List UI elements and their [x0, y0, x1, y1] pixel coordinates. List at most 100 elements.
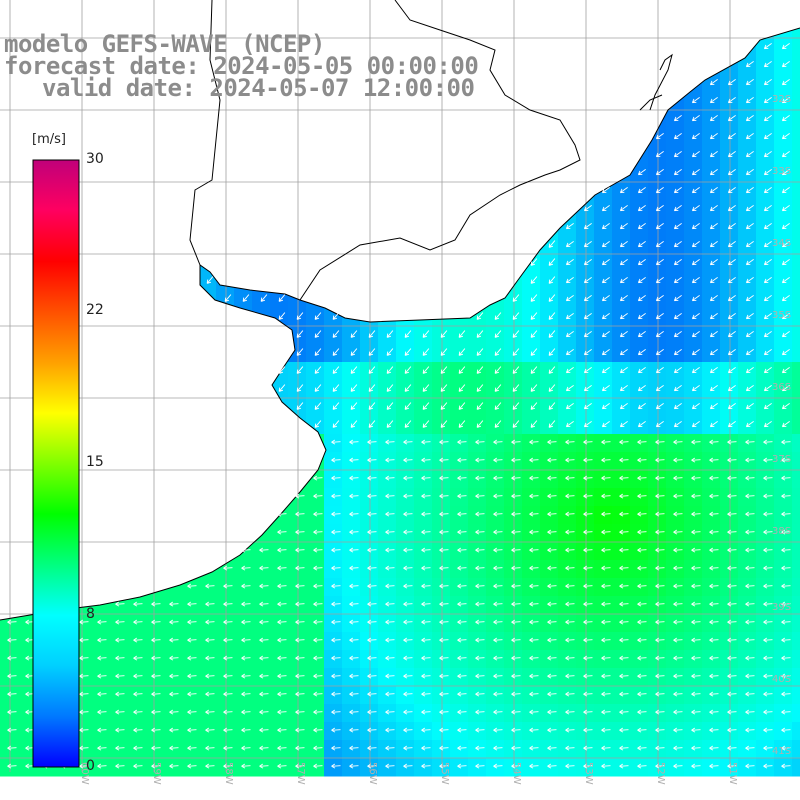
wind-arrow: [601, 709, 611, 715]
wind-arrow: [403, 529, 413, 535]
wind-arrow: [691, 547, 701, 553]
wind-arrow: [349, 745, 359, 751]
wind-arrow: [619, 727, 629, 733]
wind-arrow: [476, 348, 484, 356]
wind-arrow: [331, 691, 341, 697]
wind-arrow: [727, 168, 736, 176]
wind-arrow: [368, 420, 376, 428]
wind-cell: [792, 578, 800, 597]
wind-arrow: [655, 312, 664, 320]
wind-arrow: [295, 745, 305, 751]
wind-arrow: [313, 691, 323, 697]
wind-arrow: [349, 691, 359, 697]
wind-arrow: [619, 204, 628, 212]
wind-arrow: [637, 457, 647, 463]
wind-arrow: [494, 330, 502, 338]
wind-arrow: [565, 294, 574, 302]
wind-arrow: [259, 763, 269, 769]
wind-arrow: [457, 745, 467, 751]
wind-arrow: [367, 691, 377, 697]
wind-arrow: [457, 727, 467, 733]
wind-arrow: [440, 384, 448, 392]
wind-arrow: [205, 619, 215, 625]
wind-arrow: [458, 366, 466, 374]
wind-arrow: [763, 637, 773, 643]
wind-arrow: [763, 168, 772, 176]
wind-arrow: [619, 619, 629, 625]
wind-arrow: [475, 709, 485, 715]
wind-arrow: [619, 312, 628, 320]
wind-arrow: [403, 763, 413, 769]
wind-arrow: [386, 402, 394, 410]
wind-arrow: [619, 439, 629, 445]
wind-arrow: [763, 42, 772, 50]
wind-arrow: [97, 727, 107, 733]
wind-arrow: [421, 763, 431, 769]
wind-arrow: [781, 132, 790, 140]
wind-arrow: [709, 673, 719, 679]
wind-arrow: [349, 547, 359, 553]
wind-arrow: [187, 763, 197, 769]
wind-arrow: [475, 601, 485, 607]
wind-arrow: [530, 276, 538, 284]
wind-arrow: [583, 294, 592, 302]
wind-arrow: [601, 673, 611, 679]
wind-arrow: [421, 601, 431, 607]
wind-arrow: [259, 691, 269, 697]
wind-arrow: [475, 511, 485, 517]
model-title: modelo GEFS-WAVE (NCEP): [4, 30, 325, 58]
wind-arrow: [673, 240, 682, 248]
wind-arrow: [313, 745, 323, 751]
wind-arrow: [385, 655, 395, 661]
wind-arrow: [673, 493, 683, 499]
wind-arrow: [313, 511, 323, 517]
wind-arrow: [727, 240, 736, 248]
wind-arrow: [493, 655, 503, 661]
wind-arrow: [367, 457, 377, 463]
wind-arrow: [727, 330, 736, 338]
wind-arrow: [673, 402, 682, 410]
wind-cell: [792, 308, 800, 327]
wind-arrow: [331, 745, 341, 751]
wind-cell: [792, 452, 800, 471]
wind-arrow: [583, 745, 593, 751]
wind-arrow: [709, 601, 719, 607]
wind-arrow: [529, 529, 539, 535]
wind-arrow: [331, 529, 341, 535]
wind-arrow: [709, 204, 718, 212]
wind-arrow: [332, 348, 340, 356]
wind-arrow: [637, 529, 647, 535]
wind-arrow: [367, 511, 377, 517]
wind-arrow: [709, 132, 718, 140]
wind-arrow: [781, 709, 791, 715]
wind-arrow: [439, 619, 449, 625]
wind-arrow: [709, 547, 719, 553]
wind-arrows: [7, 42, 791, 769]
wind-arrow: [637, 709, 647, 715]
wind-arrow: [494, 366, 502, 374]
wind-arrow: [691, 637, 701, 643]
wind-arrow: [367, 475, 377, 481]
wind-arrow: [745, 96, 754, 104]
wind-arrow: [691, 402, 700, 410]
wind-arrow: [530, 366, 538, 374]
wind-arrow: [529, 655, 539, 661]
wind-arrow: [493, 691, 503, 697]
wind-arrow: [313, 493, 323, 499]
wind-arrow: [691, 709, 701, 715]
wind-arrow: [530, 258, 538, 266]
wind-arrow: [691, 330, 700, 338]
wind-arrow: [547, 655, 557, 661]
wind-arrow: [511, 457, 521, 463]
wind-arrow: [475, 457, 485, 463]
colorbar-tick-label: 30: [86, 151, 104, 167]
wind-arrow: [512, 366, 520, 374]
wind-arrow: [187, 637, 197, 643]
wind-arrow: [511, 673, 521, 679]
wind-arrow: [745, 691, 755, 697]
wind-arrow: [529, 727, 539, 733]
wind-arrow: [493, 601, 503, 607]
wind-arrow: [619, 366, 628, 374]
wind-arrow: [565, 330, 574, 338]
wind-arrow: [439, 655, 449, 661]
